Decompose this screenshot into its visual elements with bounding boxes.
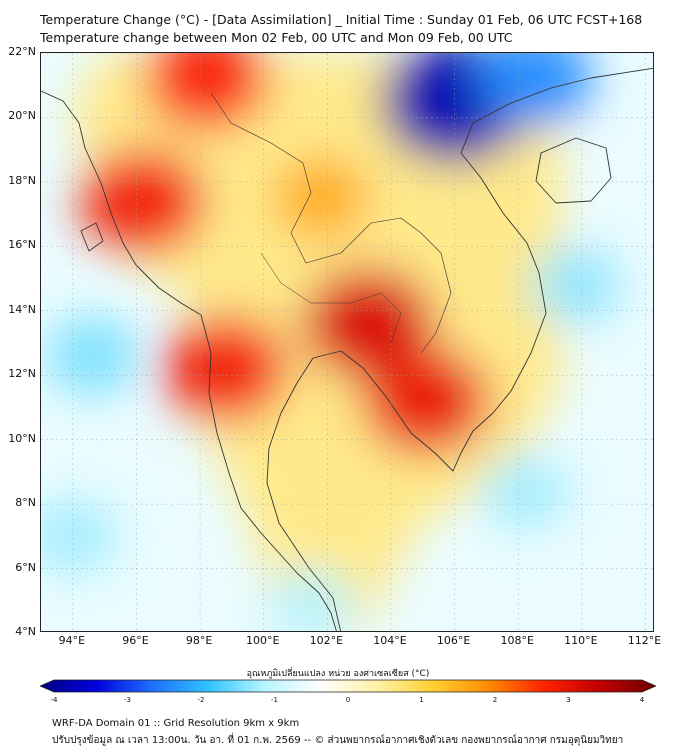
colorbar-tick-label: -2 — [197, 696, 205, 704]
colorbar-title: อุณหภูมิเปลี่ยนแปลง หน่วย องศาเซลเซียส (… — [246, 669, 430, 679]
border-outline — [210, 92, 452, 354]
lat-label: 12°N — [8, 367, 36, 381]
colorbar-svg — [39, 679, 657, 693]
anomaly-bay-of-bengal-cold — [41, 498, 118, 575]
lon-label: 110°E — [564, 634, 598, 647]
inner-border-outline — [260, 252, 402, 344]
update-credit: ปรับปรุงข้อมูล ณ เวลา 13:00น. วัน อา. ที… — [52, 735, 624, 746]
west-coast-island — [80, 222, 104, 252]
colorbar-tick-label: 0 — [345, 696, 351, 704]
colorbar-tick-label: 3 — [566, 696, 571, 704]
anomaly-north-laos-warm — [273, 157, 369, 239]
lat-lon-grid — [41, 53, 653, 631]
lat-label: 8°N — [15, 496, 36, 510]
lon-label: 112°E — [627, 634, 662, 647]
lat-label: 20°N — [8, 109, 36, 123]
anomaly-south-china-sea-cold-2 — [480, 453, 569, 530]
lon-label: 100°E — [245, 634, 280, 647]
lon-label: 102°E — [309, 634, 344, 647]
lat-label: 18°N — [8, 173, 36, 187]
colorbar-tick-label: 4 — [639, 696, 645, 704]
map-subtitle: Temperature change between Mon 02 Feb, 0… — [40, 30, 513, 45]
anomaly-south-vietnam-warm — [362, 347, 490, 455]
gulf-coastline — [266, 67, 653, 631]
temperature-change-map — [40, 52, 654, 632]
lat-label: 14°N — [8, 302, 36, 316]
colorbar-tick-label: -3 — [124, 696, 131, 704]
anomaly-malaysia-cold — [268, 567, 355, 631]
anomaly-gulf-tonkin-cold — [476, 53, 592, 128]
lon-label: 98°E — [185, 634, 213, 647]
anomaly-north-myanmar-warm — [145, 53, 268, 131]
map-title: Temperature Change (°C) - [Data Assimila… — [40, 12, 643, 27]
lat-label: 6°N — [15, 560, 36, 574]
model-info: WRF-DA Domain 01 :: Grid Resolution 9km … — [52, 718, 300, 729]
hainan-island — [535, 137, 612, 204]
lon-label: 96°E — [122, 634, 149, 647]
colorbar-tick-label: -1 — [271, 696, 278, 704]
lat-label: 16°N — [8, 238, 36, 252]
colorbar-tick-label: -4 — [50, 696, 58, 704]
coastlines — [41, 67, 653, 631]
lat-label: 10°N — [8, 431, 36, 445]
temperature-field — [41, 53, 622, 631]
anomaly-south-china-sea-cold — [529, 246, 622, 324]
lon-label: 104°E — [373, 634, 407, 647]
mainland-coastline — [41, 90, 337, 631]
colorbar-bar — [39, 679, 657, 693]
anomaly-west-myanmar-warm — [80, 148, 206, 255]
lon-label: 94°E — [58, 634, 86, 647]
lon-label: 108°E — [500, 634, 534, 647]
colorbar-tick-label: 1 — [419, 696, 424, 704]
map-canvas — [41, 53, 653, 631]
lat-label: 22°N — [8, 45, 36, 58]
anomaly-tenasserim-warm — [163, 315, 288, 422]
anomaly-andaman-cold — [45, 315, 139, 396]
lat-label: 4°N — [15, 625, 36, 638]
colorbar-tick-label: 2 — [492, 696, 498, 704]
lon-label: 106°E — [436, 634, 471, 647]
